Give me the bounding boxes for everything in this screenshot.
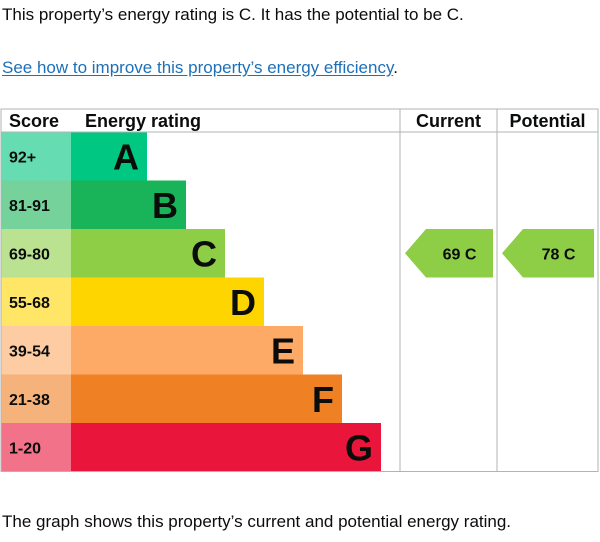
- score-label: 1-20: [9, 440, 41, 457]
- rating-letter: C: [191, 233, 217, 274]
- rating-letter: D: [230, 282, 256, 323]
- table-border: [0, 108, 599, 472]
- score-label: 81-91: [9, 198, 50, 215]
- score-cell: [1, 229, 71, 278]
- chart-caption: The graph shows this property’s current …: [2, 512, 512, 531]
- rating-letter: A: [113, 136, 139, 177]
- score-cell: [1, 132, 71, 181]
- improve-efficiency-link[interactable]: See how to improve this property’s energ…: [2, 58, 394, 77]
- header-current: Current: [416, 111, 481, 131]
- rating-bar: [71, 229, 225, 278]
- potential-rating-arrow: [502, 229, 594, 278]
- score-cell: [1, 277, 71, 326]
- rating-bar: [71, 374, 342, 423]
- rating-letter: G: [345, 427, 373, 468]
- rating-bar: [71, 132, 147, 181]
- score-cell: [1, 326, 71, 375]
- header-score: Score: [9, 111, 59, 131]
- rating-bar: [71, 277, 264, 326]
- score-label: 39-54: [9, 343, 50, 360]
- rating-letter: F: [312, 379, 334, 420]
- rating-bar: [71, 326, 303, 375]
- energy-rating-summary: This property’s energy rating is C. It h…: [2, 5, 464, 24]
- link-suffix: .: [393, 58, 398, 77]
- score-label: 21-38: [9, 392, 50, 409]
- rating-bar: [71, 180, 186, 229]
- current-rating-arrow: [405, 229, 493, 278]
- score-cell: [1, 423, 71, 472]
- rating-letter: B: [152, 185, 178, 226]
- header-potential: Potential: [509, 111, 585, 131]
- score-label: 69-80: [9, 246, 50, 263]
- score-cell: [1, 180, 71, 229]
- current-rating-label: 69 C: [443, 246, 477, 263]
- header-energy-rating: Energy rating: [85, 111, 201, 131]
- score-label: 55-68: [9, 295, 50, 312]
- score-cell: [1, 374, 71, 423]
- rating-letter: E: [271, 330, 295, 371]
- rating-bar: [71, 423, 381, 472]
- score-label: 92+: [9, 149, 36, 166]
- improve-efficiency-line: See how to improve this property’s energ…: [2, 57, 398, 79]
- potential-rating-label: 78 C: [542, 246, 576, 263]
